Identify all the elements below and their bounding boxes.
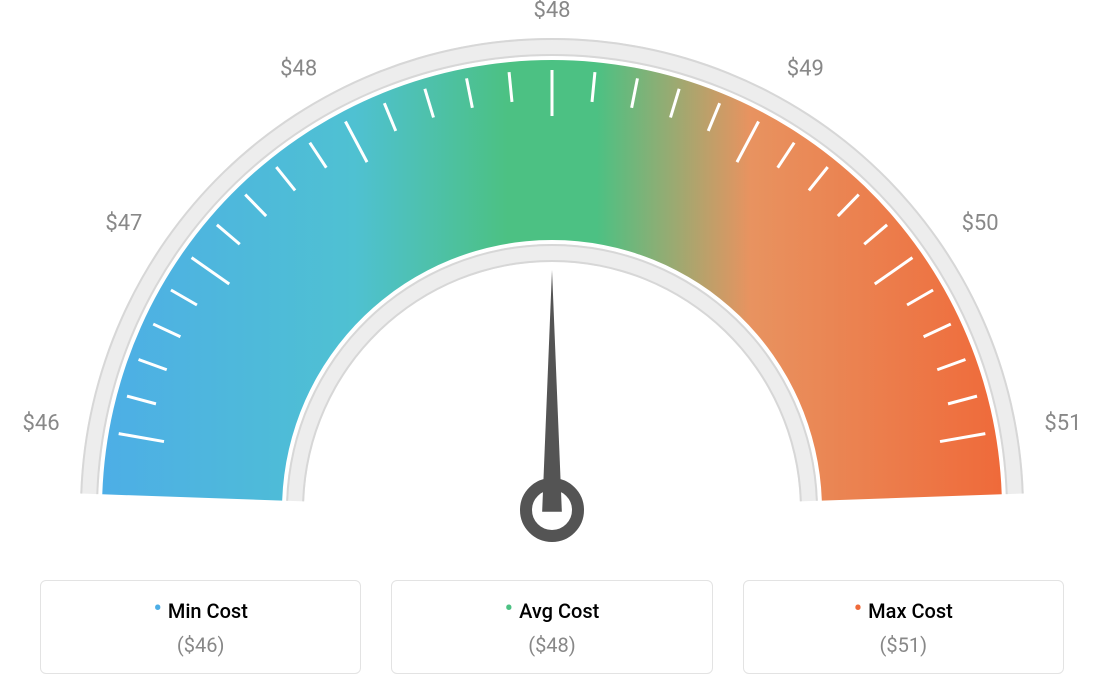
tick-label: $50	[962, 211, 999, 236]
legend-avg-label: •Avg Cost	[402, 599, 701, 623]
legend-max-value: ($51)	[754, 633, 1053, 657]
tick-label: $47	[105, 211, 142, 236]
legend-min-value: ($46)	[51, 633, 350, 657]
legend-max: •Max Cost ($51)	[743, 580, 1064, 674]
legend-row: •Min Cost ($46) •Avg Cost ($48) •Max Cos…	[0, 560, 1104, 674]
legend-max-label: •Max Cost	[754, 599, 1053, 623]
gauge-chart: $46 $47 $48 $48 $49 $50 $51	[0, 0, 1104, 560]
legend-min-label: •Min Cost	[51, 599, 350, 623]
bullet-min: •	[153, 594, 161, 622]
tick-label: $46	[23, 411, 60, 436]
tick-label: $48	[533, 0, 570, 23]
legend-min: •Min Cost ($46)	[40, 580, 361, 674]
tick-label: $49	[787, 57, 824, 82]
needle	[542, 270, 562, 512]
bullet-avg: •	[505, 594, 513, 622]
legend-avg: •Avg Cost ($48)	[391, 580, 712, 674]
legend-avg-value: ($48)	[402, 633, 701, 657]
tick-label: $51	[1044, 411, 1081, 436]
tick-label: $48	[280, 57, 317, 82]
bullet-max: •	[854, 594, 862, 622]
